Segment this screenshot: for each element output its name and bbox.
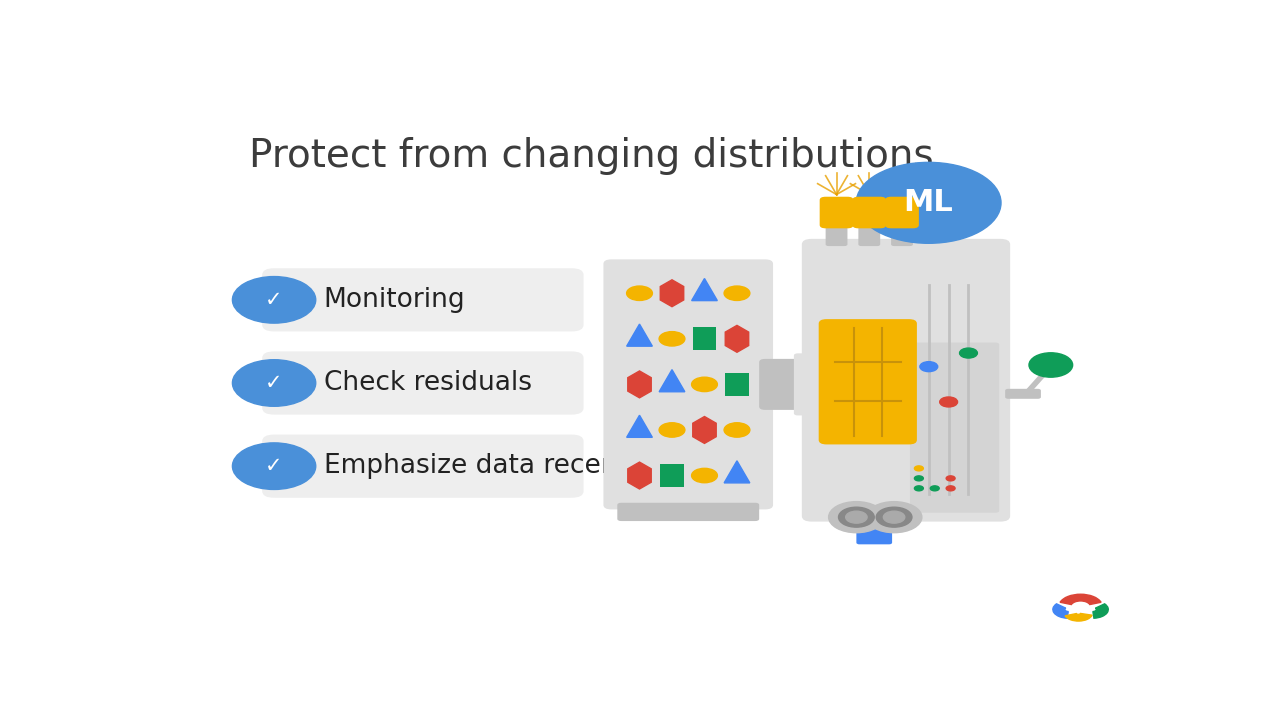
Text: Monitoring: Monitoring	[324, 287, 466, 313]
Circle shape	[724, 423, 750, 437]
FancyBboxPatch shape	[262, 435, 584, 498]
FancyBboxPatch shape	[910, 343, 1000, 513]
FancyBboxPatch shape	[801, 239, 1010, 521]
FancyBboxPatch shape	[856, 528, 892, 544]
Circle shape	[233, 443, 316, 490]
Circle shape	[856, 162, 1001, 243]
Circle shape	[828, 502, 884, 533]
FancyBboxPatch shape	[826, 220, 847, 246]
FancyBboxPatch shape	[617, 503, 759, 521]
Wedge shape	[1093, 604, 1108, 618]
Text: ✓: ✓	[265, 290, 283, 310]
Circle shape	[659, 423, 685, 437]
FancyBboxPatch shape	[819, 197, 854, 228]
Circle shape	[838, 507, 874, 527]
Circle shape	[724, 286, 750, 300]
FancyBboxPatch shape	[886, 197, 919, 228]
Polygon shape	[724, 461, 750, 483]
Circle shape	[877, 507, 911, 527]
FancyBboxPatch shape	[692, 328, 716, 351]
Circle shape	[691, 468, 717, 482]
Text: ✓: ✓	[265, 373, 283, 393]
Polygon shape	[692, 416, 717, 444]
Circle shape	[233, 360, 316, 406]
Text: Emphasize data recency: Emphasize data recency	[324, 453, 648, 480]
FancyBboxPatch shape	[794, 354, 814, 415]
Circle shape	[627, 286, 653, 300]
Circle shape	[846, 511, 867, 523]
FancyBboxPatch shape	[603, 259, 773, 510]
FancyBboxPatch shape	[262, 351, 584, 415]
Circle shape	[1029, 353, 1073, 377]
Text: Protect from changing distributions: Protect from changing distributions	[250, 137, 934, 175]
Circle shape	[914, 486, 923, 491]
Polygon shape	[627, 415, 653, 437]
Wedge shape	[1060, 594, 1101, 605]
Circle shape	[914, 466, 923, 471]
Text: ✓: ✓	[265, 456, 283, 476]
Wedge shape	[1053, 604, 1069, 618]
FancyBboxPatch shape	[891, 220, 913, 246]
Text: Check residuals: Check residuals	[324, 370, 531, 396]
Circle shape	[914, 476, 923, 481]
Circle shape	[960, 348, 978, 358]
FancyBboxPatch shape	[262, 269, 584, 331]
FancyBboxPatch shape	[852, 197, 886, 228]
FancyBboxPatch shape	[819, 319, 916, 444]
Polygon shape	[627, 462, 652, 489]
Polygon shape	[627, 371, 652, 398]
Circle shape	[946, 476, 955, 481]
Circle shape	[867, 502, 922, 533]
Circle shape	[920, 361, 938, 372]
Polygon shape	[691, 279, 717, 301]
FancyBboxPatch shape	[759, 359, 809, 410]
Polygon shape	[627, 324, 653, 346]
Text: ML: ML	[904, 189, 954, 217]
Circle shape	[233, 276, 316, 323]
FancyBboxPatch shape	[660, 464, 684, 487]
FancyBboxPatch shape	[726, 373, 749, 396]
Polygon shape	[659, 369, 685, 392]
FancyBboxPatch shape	[859, 220, 881, 246]
Polygon shape	[726, 325, 749, 352]
FancyBboxPatch shape	[856, 511, 895, 523]
Circle shape	[931, 486, 940, 491]
Polygon shape	[660, 280, 684, 307]
Circle shape	[883, 511, 905, 523]
Circle shape	[691, 377, 717, 392]
Wedge shape	[1065, 613, 1092, 621]
FancyBboxPatch shape	[1005, 389, 1041, 399]
Circle shape	[659, 332, 685, 346]
Circle shape	[940, 397, 957, 407]
Circle shape	[946, 486, 955, 491]
